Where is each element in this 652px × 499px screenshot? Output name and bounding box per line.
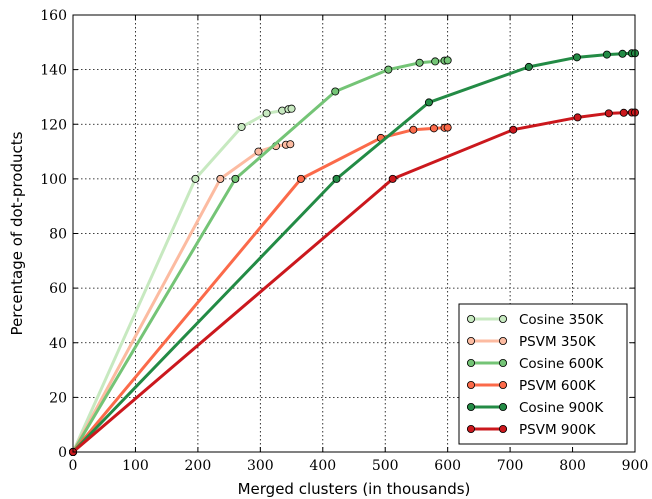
- legend-marker: [498, 358, 507, 367]
- data-point: [443, 123, 452, 132]
- data-point: [443, 56, 452, 65]
- y-tick-label: 100: [40, 172, 67, 188]
- y-tick-label: 80: [49, 227, 67, 243]
- x-tick-label: 300: [247, 458, 274, 474]
- legend-item: Cosine 350K: [466, 312, 604, 328]
- legend-marker: [498, 424, 507, 433]
- data-point: [604, 109, 613, 118]
- data-point: [191, 174, 200, 183]
- x-tick-label: 0: [69, 458, 78, 474]
- data-point: [237, 122, 246, 131]
- legend-marker: [466, 314, 475, 323]
- data-point: [509, 125, 518, 134]
- x-axis-title: Merged clusters (in thousands): [238, 480, 471, 498]
- legend-box: [458, 303, 628, 445]
- data-point: [409, 125, 418, 134]
- data-point: [602, 50, 611, 59]
- legend-item: PSVM 900K: [466, 422, 597, 438]
- x-tick-label: 400: [309, 458, 336, 474]
- series-line: [71, 142, 291, 453]
- data-point: [332, 174, 341, 183]
- legend-marker: [498, 402, 507, 411]
- data-point: [384, 65, 393, 74]
- legend-item: Cosine 600K: [466, 356, 604, 372]
- legend-label: PSVM 350K: [519, 334, 597, 350]
- data-point: [573, 113, 582, 122]
- data-point: [415, 58, 424, 67]
- data-point: [286, 140, 295, 149]
- data-point: [431, 57, 440, 66]
- x-tick-label: 100: [122, 458, 149, 474]
- y-tick-label: 160: [40, 8, 67, 24]
- data-point: [287, 104, 296, 113]
- legend-marker: [466, 380, 475, 389]
- legend-item: PSVM 600K: [466, 378, 597, 394]
- legend-marker: [466, 402, 475, 411]
- legend-marker: [498, 380, 507, 389]
- legend-marker: [498, 314, 507, 323]
- data-point: [262, 109, 271, 118]
- legend-marker: [466, 336, 475, 345]
- legend-item: PSVM 350K: [466, 334, 597, 350]
- x-tick-label: 800: [559, 458, 586, 474]
- data-point: [331, 87, 340, 96]
- data-point: [524, 62, 533, 71]
- legend-label: Cosine 600K: [519, 356, 604, 372]
- data-point: [254, 147, 263, 156]
- y-tick-label: 60: [49, 281, 67, 297]
- y-tick-label: 40: [49, 336, 67, 352]
- y-tick-label: 0: [58, 445, 67, 461]
- x-tick-label: 500: [372, 458, 399, 474]
- x-tick-label: 600: [434, 458, 461, 474]
- legend-marker: [498, 336, 507, 345]
- data-point: [296, 174, 305, 183]
- data-point: [429, 124, 438, 133]
- x-tick-label: 200: [185, 458, 212, 474]
- series-psvm-600k: [69, 123, 452, 456]
- data-point: [216, 174, 225, 183]
- legend-label: Cosine 900K: [519, 400, 604, 416]
- y-tick-label: 140: [40, 63, 67, 79]
- series-layer: [69, 49, 640, 456]
- tick-layer: 0 100 200 300 400 500 600 700 800 900 0 20 40 60 80 100…: [40, 8, 648, 474]
- legend-marker: [466, 424, 475, 433]
- data-point: [231, 174, 240, 183]
- legend-marker: [466, 358, 475, 367]
- data-point: [424, 98, 433, 107]
- y-tick-label: 20: [49, 390, 67, 406]
- data-point: [618, 49, 627, 58]
- y-axis-title: Percentage of dot-products: [8, 131, 26, 335]
- x-tick-label: 700: [497, 458, 524, 474]
- data-point: [619, 108, 628, 117]
- x-tick-label: 900: [622, 458, 649, 474]
- data-point: [388, 174, 397, 183]
- legend-label: Cosine 350K: [519, 312, 604, 328]
- legend-label: PSVM 900K: [519, 422, 597, 438]
- legend: Cosine 350K PSVM 350K Cosine 600K PSVM 600K…: [458, 303, 628, 445]
- legend-label: PSVM 600K: [519, 378, 597, 394]
- data-point: [572, 53, 581, 62]
- y-tick-label: 120: [40, 117, 67, 133]
- series-psvm-900k: [69, 108, 640, 456]
- legend-item: Cosine 900K: [466, 400, 604, 416]
